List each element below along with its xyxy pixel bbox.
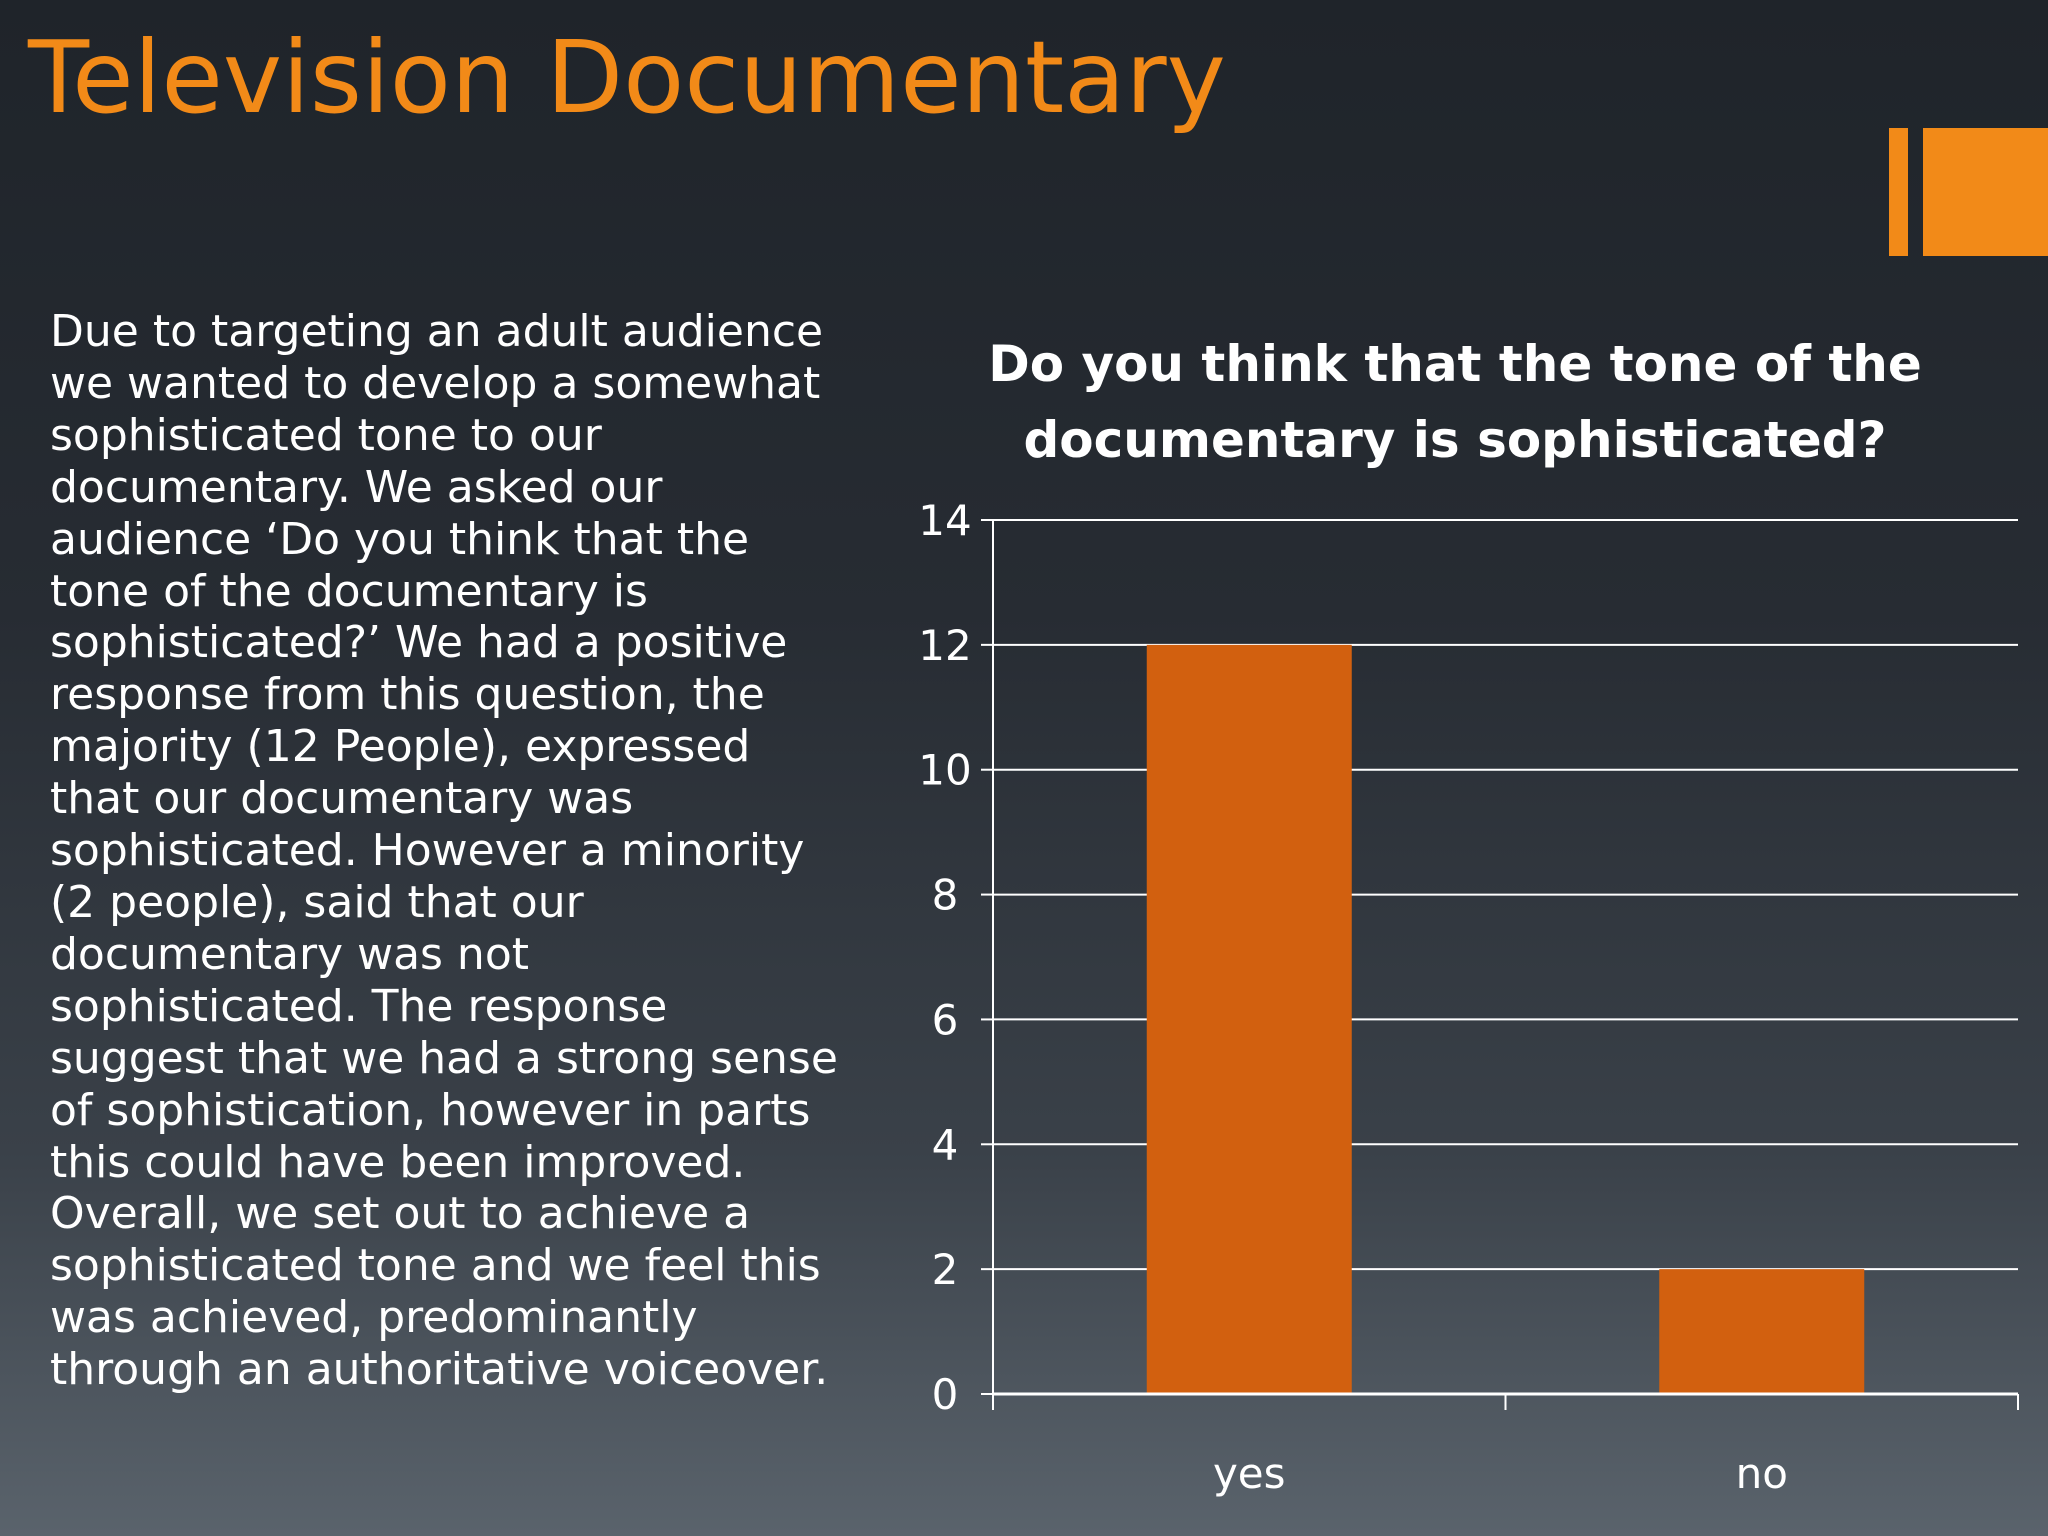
slide-title: Television Documentary xyxy=(28,19,1226,136)
y-tick-label: 4 xyxy=(932,1120,959,1169)
y-tick-label: 0 xyxy=(932,1370,959,1419)
y-tick-label: 10 xyxy=(918,746,971,795)
x-tick-label: no xyxy=(1736,1449,1788,1498)
chart-title: Do you think that the tone of the docume… xyxy=(988,335,1922,469)
y-tick-label: 2 xyxy=(932,1245,959,1294)
accent-bar-block xyxy=(1923,128,2048,256)
y-tick-label: 6 xyxy=(932,995,959,1044)
x-tick-label: yes xyxy=(1213,1449,1286,1498)
accent-bar-thin xyxy=(1889,128,1908,256)
body-text: Due to targeting an adult audience we wa… xyxy=(50,306,838,1396)
y-tick-label: 12 xyxy=(918,621,971,670)
y-tick-label: 14 xyxy=(918,496,971,545)
bar-yes xyxy=(1146,644,1352,1394)
bar-no xyxy=(1659,1269,1865,1394)
y-tick-label: 8 xyxy=(932,871,959,920)
